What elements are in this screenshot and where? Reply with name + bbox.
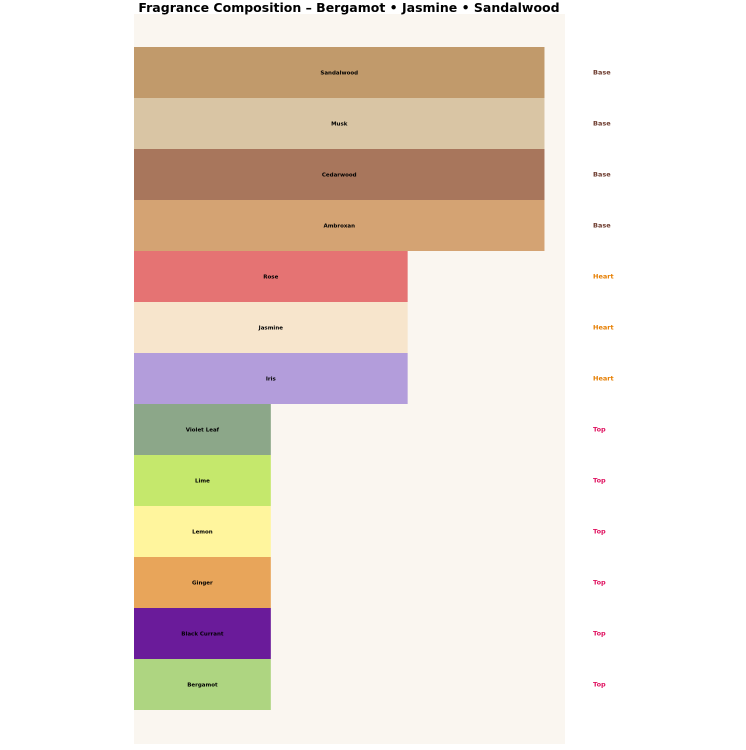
bar-black-currant xyxy=(134,608,271,659)
tier-label-rose: Heart xyxy=(593,273,614,281)
tier-label-violet-leaf: Top xyxy=(593,426,606,434)
bar-violet-leaf xyxy=(134,404,271,455)
bar-cedarwood xyxy=(134,149,545,200)
bars-layer xyxy=(134,47,545,710)
bar-label-sandalwood: Sandalwood xyxy=(320,71,358,77)
bar-iris xyxy=(134,353,408,404)
bar-label-violet-leaf: Violet Leaf xyxy=(186,428,220,434)
tier-labels-layer: Base Base Base Base Heart Heart Heart Top Top Top… xyxy=(593,69,614,689)
bar-labels-layer: Sandalwood Musk Cedarwood Ambroxan Rose Jasmi… xyxy=(181,71,358,689)
tier-label-cedarwood: Base xyxy=(593,171,611,179)
bar-label-bergamot: Bergamot xyxy=(187,683,218,689)
tier-label-ambroxan: Base xyxy=(593,222,611,230)
tier-label-lemon: Top xyxy=(593,528,606,536)
tier-label-jasmine: Heart xyxy=(593,324,614,332)
bar-rose xyxy=(134,251,408,302)
bar-lemon xyxy=(134,506,271,557)
tier-label-bergamot: Top xyxy=(593,681,606,689)
tier-label-black-currant: Top xyxy=(593,630,606,638)
bar-label-musk: Musk xyxy=(331,122,348,128)
tier-label-musk: Base xyxy=(593,120,611,128)
tier-label-ginger: Top xyxy=(593,579,606,587)
bar-musk xyxy=(134,98,545,149)
tier-label-iris: Heart xyxy=(593,375,614,383)
bar-label-ginger: Ginger xyxy=(192,581,213,587)
bar-sandalwood xyxy=(134,47,545,98)
bar-bergamot xyxy=(134,659,271,710)
bar-label-iris: Iris xyxy=(266,377,277,383)
bar-label-jasmine: Jasmine xyxy=(258,326,284,332)
bar-label-cedarwood: Cedarwood xyxy=(322,173,357,179)
bar-label-rose: Rose xyxy=(263,275,278,281)
bar-ambroxan xyxy=(134,200,545,251)
tier-label-sandalwood: Base xyxy=(593,69,611,77)
bar-jasmine xyxy=(134,302,408,353)
bar-label-black-currant: Black Currant xyxy=(181,632,224,638)
chart-title: Fragrance Composition – Bergamot • Jasmi… xyxy=(138,0,559,15)
bar-lime xyxy=(134,455,271,506)
bar-label-ambroxan: Ambroxan xyxy=(323,224,355,230)
tier-label-lime: Top xyxy=(593,477,606,485)
bar-ginger xyxy=(134,557,271,608)
bar-label-lime: Lime xyxy=(195,479,210,485)
bar-label-lemon: Lemon xyxy=(192,530,213,536)
